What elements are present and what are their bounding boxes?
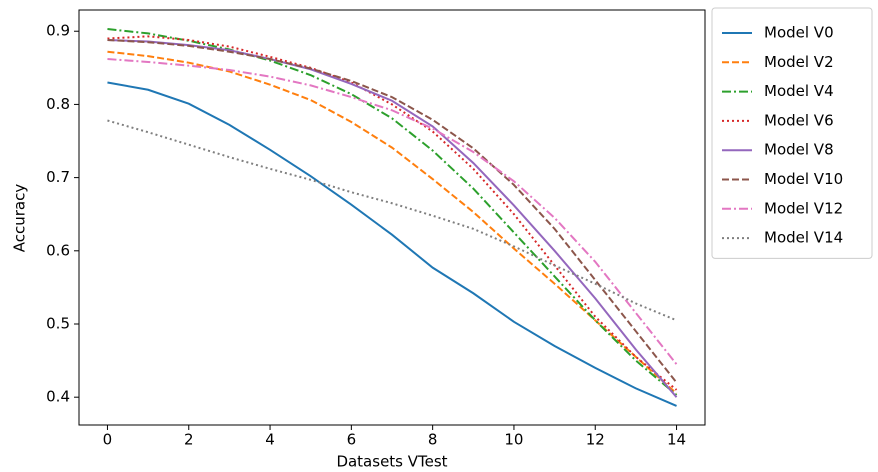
series-line xyxy=(107,39,678,384)
y-tick-label: 0.7 xyxy=(46,168,70,186)
y-tick-label: 0.5 xyxy=(46,314,70,332)
x-tick-label: 6 xyxy=(347,431,357,449)
plot-frame xyxy=(78,9,706,426)
legend-label: Model V2 xyxy=(764,53,834,71)
series-line xyxy=(107,58,678,365)
series-line xyxy=(107,119,677,322)
series-line xyxy=(107,28,678,396)
y-axis-label: Accuracy xyxy=(11,184,29,253)
legend-label: Model V4 xyxy=(764,82,834,100)
x-tick-label: 4 xyxy=(265,431,275,449)
x-tick-label: 2 xyxy=(184,431,194,449)
x-tick-label: 0 xyxy=(103,431,113,449)
series-line xyxy=(107,39,678,398)
series-line xyxy=(107,81,677,407)
x-tick-label: 8 xyxy=(428,431,438,449)
y-tick-label: 0.9 xyxy=(46,22,70,40)
legend-label: Model V8 xyxy=(764,141,834,159)
legend-box xyxy=(711,7,873,259)
legend-label: Model V0 xyxy=(764,24,834,42)
x-tick-label: 10 xyxy=(504,431,523,449)
series-line xyxy=(107,35,678,391)
x-tick-label: 14 xyxy=(667,431,686,449)
x-tick-label: 12 xyxy=(586,431,605,449)
series-line xyxy=(107,50,678,395)
x-axis-label: Datasets VTest xyxy=(336,453,447,471)
legend-label: Model V14 xyxy=(764,229,843,247)
y-tick-label: 0.4 xyxy=(46,388,70,406)
legend-label: Model V10 xyxy=(764,170,843,188)
y-tick-label: 0.6 xyxy=(46,241,70,259)
legend-label: Model V6 xyxy=(764,111,834,129)
y-tick-label: 0.8 xyxy=(46,95,70,113)
legend-label: Model V12 xyxy=(764,199,843,217)
